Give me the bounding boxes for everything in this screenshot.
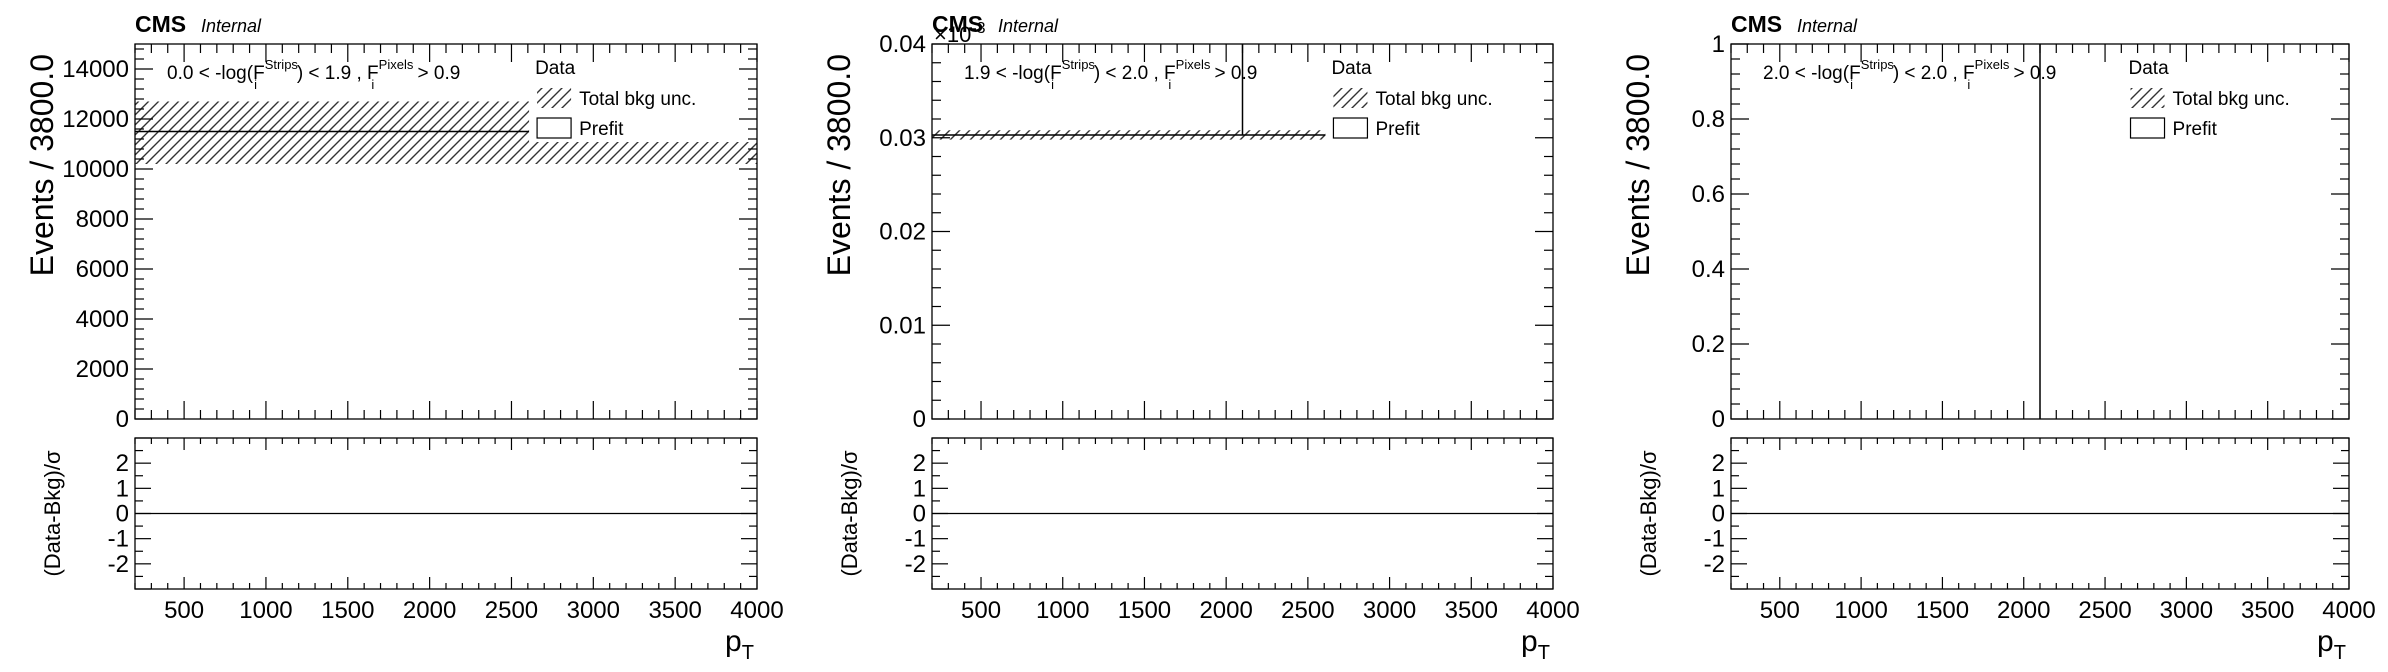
ratio-y-tick-label: -2 [1704,551,1725,578]
legend-prefit-swatch [1332,117,1369,139]
ratio-y-axis-title: (Data-Bkg)/σ [1636,450,1661,576]
legend-data-label: Data [535,58,576,79]
y-axis-title: Events / 3800.0 [821,54,857,276]
ratio-y-tick-label: -1 [905,526,926,553]
ratio-y-tick-label: 2 [913,450,926,477]
ratio-y-tick-label: 1 [116,475,129,502]
legend-unc-swatch [537,88,572,108]
legend-data-label: Data [2129,58,2170,79]
x-tick-label: 3500 [1445,597,1498,624]
y-tick-label: 1 [1712,31,1725,58]
legend-unc-swatch [2130,88,2165,108]
x-axis-title: pT [725,625,754,664]
category-label: 2.0 < -log(FStrips i) < 2.0 , FPixels i > … [1763,57,2056,92]
y-tick-label: 0.04 [879,31,926,58]
x-tick-label: 3500 [2241,597,2294,624]
ratio-y-tick-label: 0 [1712,501,1725,528]
ratio-y-axis-title: (Data-Bkg)/σ [40,450,65,576]
x-tick-label: 3000 [2160,597,2213,624]
x-tick-label: 1500 [1118,597,1171,624]
y-tick-label: 0 [1712,406,1725,433]
ratio-y-tick-label: 0 [913,501,926,528]
x-tick-label: 4000 [730,597,783,624]
legend-unc-swatch [1333,88,1368,108]
x-tick-label: 2500 [1281,597,1334,624]
y-exponent-label: ×10-3 [934,20,986,47]
ratio-y-tick-label: 0 [116,501,129,528]
legend-prefit-swatch [536,117,572,139]
cms-label: CMS [932,11,983,37]
x-axis-title: pT [1521,625,1550,664]
y-tick-label: 14000 [62,56,129,83]
x-tick-label: 500 [164,597,204,624]
x-tick-label: 2500 [485,597,538,624]
ratio-y-tick-label: -2 [108,551,129,578]
y-tick-label: 0 [116,406,129,433]
ratio-y-axis-title: (Data-Bkg)/σ [837,450,862,576]
y-tick-label: 12000 [62,106,129,133]
x-tick-label: 1000 [239,597,292,624]
x-tick-label: 2000 [1997,597,2050,624]
category-label: 0.0 < -log(FStrips i) < 1.9 , FPixels i > … [167,57,460,92]
legend-unc-label: Total bkg unc. [2173,89,2290,110]
y-axis-title: Events / 3800.0 [24,54,60,276]
x-tick-label: 3500 [648,597,701,624]
x-tick-label: 2000 [403,597,456,624]
ratio-y-tick-label: -2 [905,551,926,578]
y-tick-label: 0.6 [1692,181,1725,208]
y-tick-label: 8000 [76,206,129,233]
x-tick-label: 1500 [321,597,374,624]
ratio-y-tick-label: -1 [108,526,129,553]
ratio-y-tick-label: 2 [1712,450,1725,477]
ratio-y-tick-label: 2 [116,450,129,477]
y-tick-label: 0.4 [1692,256,1725,283]
cms-sublabel: Internal [201,16,262,36]
y-tick-label: 0.8 [1692,106,1725,133]
cms-label: CMS [135,11,186,37]
x-tick-label: 1000 [1834,597,1887,624]
y-tick-label: 0.02 [879,219,926,246]
x-tick-label: 3000 [567,597,620,624]
x-tick-label: 3000 [1363,597,1416,624]
x-tick-label: 2500 [2078,597,2131,624]
legend-prefit-swatch [2129,117,2166,139]
x-tick-label: 500 [1760,597,1800,624]
y-tick-label: 0.2 [1692,331,1725,358]
ratio-y-tick-label: 1 [1712,475,1725,502]
legend-prefit-label: Prefit [579,119,624,140]
cms-sublabel: Internal [1797,16,1858,36]
legend-prefit-label: Prefit [1375,119,1420,140]
legend-unc-label: Total bkg unc. [579,89,696,110]
category-label: 1.9 < -log(FStrips i) < 2.0 , FPixels i > … [964,57,1257,92]
cms-sublabel: Internal [998,16,1059,36]
x-tick-label: 4000 [1526,597,1579,624]
ratio-y-tick-label: 1 [913,475,926,502]
x-tick-label: 4000 [2322,597,2375,624]
cms-label: CMS [1731,11,1782,37]
y-tick-label: 10000 [62,156,129,183]
x-tick-label: 1500 [1916,597,1969,624]
legend-data-label: Data [1331,58,1372,79]
y-tick-label: 6000 [76,256,129,283]
y-tick-label: 0.03 [879,125,926,152]
x-tick-label: 1000 [1036,597,1089,624]
x-tick-label: 500 [961,597,1001,624]
y-tick-label: 0 [913,406,926,433]
ratio-y-tick-label: -1 [1704,526,1725,553]
x-axis-title: pT [2317,625,2346,664]
y-tick-label: 0.01 [879,312,926,339]
y-tick-label: 2000 [76,356,129,383]
legend-prefit-label: Prefit [2173,119,2218,140]
x-tick-label: 2000 [1199,597,1252,624]
y-axis-title: Events / 3800.0 [1620,54,1656,276]
legend-unc-label: Total bkg unc. [1375,89,1492,110]
y-tick-label: 4000 [76,306,129,333]
